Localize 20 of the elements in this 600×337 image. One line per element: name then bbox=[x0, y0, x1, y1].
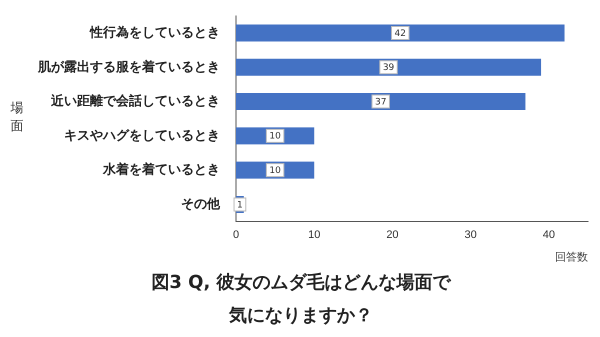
x-tick-label: 0 bbox=[232, 229, 240, 242]
y-tick-label: 近い距離で会話しているとき bbox=[50, 93, 220, 108]
y-axis-title: 場面 bbox=[10, 100, 24, 136]
y-tick-label: その他 bbox=[181, 196, 221, 212]
y-tick-label: 水着を着ているとき bbox=[102, 162, 220, 177]
text: 図3 Q, 彼女のムダ毛はどんな場面で気になりますか？ bbox=[150, 271, 452, 328]
x-tick-label: 10 bbox=[308, 229, 320, 242]
y-tick-label: キスやハグをしているとき bbox=[64, 127, 220, 142]
x-tick-label: 30 bbox=[464, 229, 477, 242]
data-label: 39 bbox=[382, 63, 395, 74]
x-tick-label: 20 bbox=[386, 229, 399, 242]
data-label: 10 bbox=[269, 166, 282, 176]
x-tick-label: 40 bbox=[542, 229, 556, 242]
data-label: 1 bbox=[237, 200, 243, 210]
y-tick-label: 性行為をしているとき bbox=[89, 24, 220, 40]
data-label: 37 bbox=[374, 97, 386, 108]
data-label: 42 bbox=[394, 28, 406, 39]
y-tick-label: 肌が露出する服を着ているとき bbox=[37, 58, 220, 74]
x-axis-title: 回答数 bbox=[555, 251, 588, 264]
data-label: 10 bbox=[269, 132, 282, 142]
